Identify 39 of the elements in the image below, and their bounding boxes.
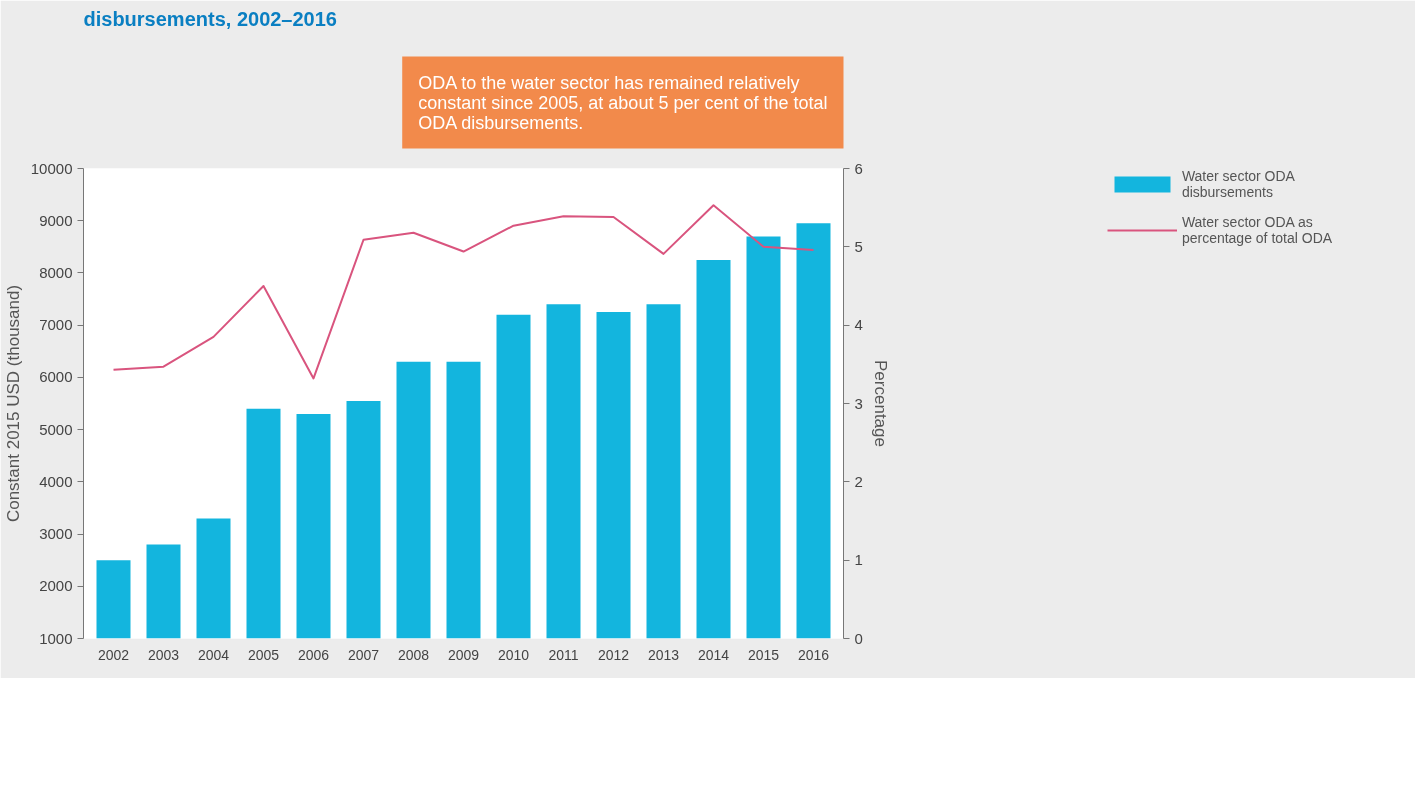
y-tick-label: 5000 xyxy=(39,420,73,438)
x-tick-label: 2007 xyxy=(347,646,380,663)
y2-tick-label: 6 xyxy=(854,159,863,177)
x-tick-label: 2012 xyxy=(597,646,630,663)
x-tick-label: 2016 xyxy=(797,646,830,663)
y-tick-label: 8000 xyxy=(39,263,73,281)
y2-tick-label: 1 xyxy=(854,551,863,569)
y-tick-label: 7000 xyxy=(39,316,73,334)
chart-title: disbursements, 2002–2016 xyxy=(83,7,337,30)
y-tick-label: 9000 xyxy=(39,211,73,229)
legend-label: Water sector ODA as percentage of total ODA xyxy=(1181,214,1333,246)
y2-tick-label: 5 xyxy=(854,237,863,255)
y2-tick-label: 0 xyxy=(854,629,863,647)
x-tick-label: 2015 xyxy=(747,646,780,663)
legend-label: Water sector ODA disbursements xyxy=(1181,168,1295,200)
y-tick-label: 3000 xyxy=(39,525,73,543)
x-tick-label: 2014 xyxy=(697,646,730,663)
y-tick-label: 4000 xyxy=(39,472,73,490)
y-axis-title: Constant 2015 USD (thousand) xyxy=(3,284,23,523)
x-tick-label: 2009 xyxy=(447,646,480,663)
x-tick-label: 2004 xyxy=(197,646,230,663)
y-tick-label: 10000 xyxy=(30,159,73,177)
x-tick-label: 2011 xyxy=(548,646,579,663)
line-series xyxy=(112,204,815,380)
x-tick-label: 2006 xyxy=(297,646,330,663)
y2-tick-label: 4 xyxy=(854,316,863,334)
y2-axis-title: Percentage xyxy=(870,360,890,447)
y2-tick-label: 3 xyxy=(854,394,863,412)
y-tick-label: 6000 xyxy=(39,368,73,386)
x-tick-label: 2010 xyxy=(497,646,530,663)
x-tick-label: 2002 xyxy=(97,646,130,663)
x-tick-label: 2003 xyxy=(147,646,180,663)
x-tick-label: 2008 xyxy=(397,646,430,663)
y2-tick-label: 2 xyxy=(854,472,863,490)
text: ODA to the water sector has remained relatively constant since 2005, at about 5 per cent of the total ODA disbursements. xyxy=(418,72,828,133)
y-tick-label: 2000 xyxy=(39,577,73,595)
x-tick-label: 2013 xyxy=(647,646,680,663)
x-tick-label: 2005 xyxy=(247,646,280,663)
y-tick-label: 1000 xyxy=(39,629,73,647)
